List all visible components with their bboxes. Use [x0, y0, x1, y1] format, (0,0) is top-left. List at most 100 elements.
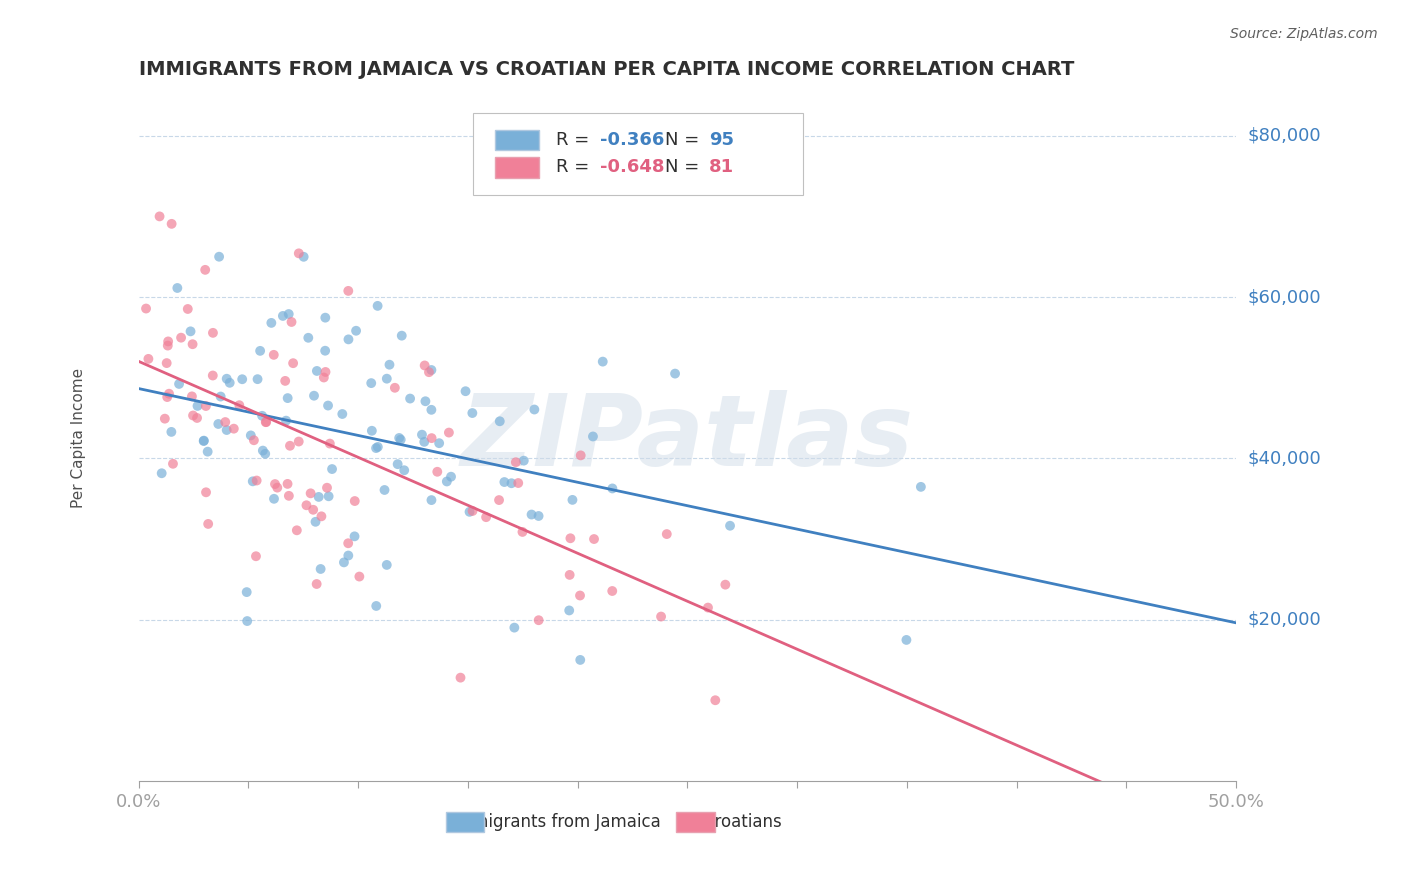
- Point: [302, 502, 325, 516]
- Point: [252, 443, 274, 458]
- Point: [236, 614, 259, 628]
- Point: [263, 348, 285, 362]
- Point: [308, 490, 330, 504]
- Point: [194, 399, 217, 413]
- Point: [650, 609, 672, 624]
- Text: R =: R =: [555, 131, 595, 149]
- Point: [209, 390, 232, 404]
- Point: [186, 411, 208, 425]
- Point: [181, 389, 204, 403]
- Point: [582, 429, 605, 443]
- Point: [367, 299, 389, 313]
- Point: [664, 367, 686, 381]
- Point: [167, 376, 190, 391]
- FancyBboxPatch shape: [495, 157, 540, 178]
- Point: [437, 425, 460, 440]
- Point: [207, 417, 229, 431]
- Text: 81: 81: [709, 159, 734, 177]
- Point: [513, 453, 536, 467]
- Point: [193, 434, 215, 448]
- Point: [242, 475, 264, 489]
- Point: [274, 374, 297, 388]
- Point: [156, 356, 179, 370]
- Point: [312, 370, 335, 384]
- Point: [558, 603, 581, 617]
- Point: [280, 315, 302, 329]
- Point: [214, 415, 236, 429]
- Point: [321, 462, 343, 476]
- Point: [718, 518, 741, 533]
- Point: [337, 332, 360, 346]
- Point: [287, 434, 309, 449]
- Text: $20,000: $20,000: [1247, 611, 1320, 629]
- Text: IMMIGRANTS FROM JAMAICA VS CROATIAN PER CAPITA INCOME CORRELATION CHART: IMMIGRANTS FROM JAMAICA VS CROATIAN PER …: [139, 60, 1074, 78]
- Point: [138, 351, 160, 366]
- Point: [197, 444, 219, 458]
- Point: [314, 343, 336, 358]
- Point: [655, 527, 678, 541]
- Point: [264, 477, 287, 491]
- Point: [295, 498, 318, 512]
- Point: [277, 307, 299, 321]
- Point: [246, 474, 269, 488]
- Point: [304, 515, 326, 529]
- Point: [309, 562, 332, 576]
- FancyBboxPatch shape: [474, 112, 803, 194]
- Point: [461, 406, 484, 420]
- Point: [278, 439, 301, 453]
- Point: [569, 653, 592, 667]
- Point: [150, 467, 173, 481]
- Point: [215, 372, 238, 386]
- Point: [488, 414, 510, 428]
- Point: [344, 324, 367, 338]
- Point: [201, 326, 224, 340]
- Point: [475, 510, 498, 524]
- Point: [910, 480, 932, 494]
- Point: [413, 359, 436, 373]
- Text: Croatians: Croatians: [703, 813, 782, 831]
- Point: [714, 577, 737, 591]
- Point: [527, 613, 550, 627]
- Point: [157, 386, 180, 401]
- Point: [413, 434, 436, 449]
- Text: $60,000: $60,000: [1247, 288, 1320, 306]
- Point: [569, 589, 592, 603]
- Point: [245, 549, 267, 564]
- Point: [153, 411, 176, 425]
- Point: [458, 505, 481, 519]
- Point: [316, 481, 339, 495]
- Point: [364, 441, 387, 455]
- Point: [375, 558, 398, 572]
- Point: [195, 485, 218, 500]
- Point: [201, 368, 224, 383]
- Point: [501, 476, 523, 491]
- Point: [148, 210, 170, 224]
- Text: Source: ZipAtlas.com: Source: ZipAtlas.com: [1230, 27, 1378, 41]
- Point: [305, 577, 328, 591]
- Point: [254, 415, 277, 429]
- Point: [561, 492, 583, 507]
- Point: [378, 358, 401, 372]
- Point: [366, 599, 388, 613]
- Point: [246, 372, 269, 386]
- Point: [454, 384, 477, 399]
- Point: [177, 301, 200, 316]
- Point: [343, 494, 366, 508]
- Point: [505, 455, 527, 469]
- Point: [420, 493, 443, 508]
- Text: N =: N =: [665, 131, 706, 149]
- Point: [277, 489, 299, 503]
- Point: [399, 392, 422, 406]
- Point: [181, 337, 204, 351]
- Point: [420, 402, 443, 417]
- Point: [181, 409, 204, 423]
- Point: [162, 457, 184, 471]
- Point: [488, 493, 510, 508]
- Point: [235, 585, 257, 599]
- Point: [582, 532, 605, 546]
- Point: [222, 422, 245, 436]
- Point: [215, 423, 238, 437]
- Point: [337, 549, 360, 563]
- Point: [426, 465, 449, 479]
- Point: [387, 457, 409, 471]
